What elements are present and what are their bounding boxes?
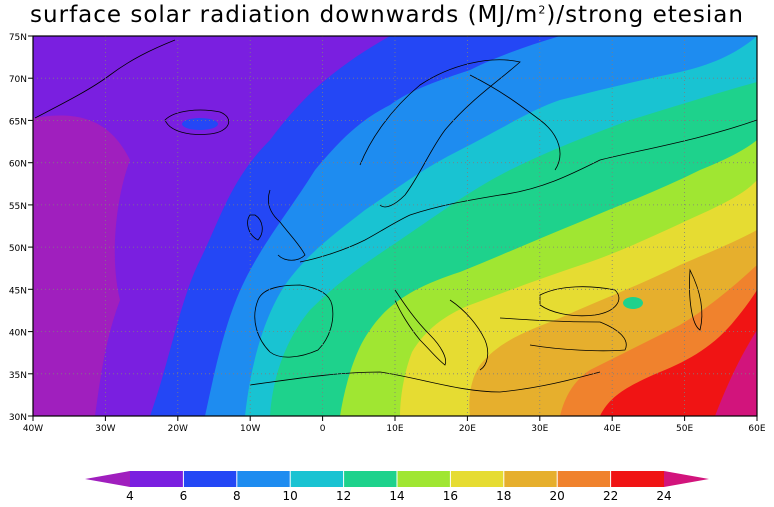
x-tick-label-30w: 30W — [95, 424, 115, 434]
colorbar-label: 12 — [336, 489, 351, 503]
y-tick-marks — [28, 35, 33, 417]
gridlines — [33, 36, 757, 416]
y-tick-label-65n: 65N — [9, 117, 27, 127]
colorbar-swatch — [557, 471, 611, 487]
colorbar-label: 24 — [656, 489, 671, 503]
colorbar-swatch — [343, 471, 397, 487]
x-tick-label-10e: 10E — [386, 424, 403, 434]
x-tick-labels: 40W 30W 20W 10W 0 10E 20E 30E 40E 50E 60… — [23, 424, 766, 434]
map-title: surface solar radiation downwards (MJ/m2… — [30, 2, 744, 28]
x-tick-label-50e: 50E — [676, 424, 693, 434]
y-tick-label-45n: 45N — [9, 286, 27, 296]
colorbar-swatch — [290, 471, 344, 487]
x-tick-label-10w: 10W — [240, 424, 260, 434]
colorbar-label: 14 — [389, 489, 404, 503]
y-tick-label-50n: 50N — [9, 244, 27, 254]
y-tick-label-75n: 75N — [9, 33, 27, 43]
colorbar-label: 22 — [603, 489, 618, 503]
coastlines — [34, 39, 757, 393]
y-tick-label-55n: 55N — [9, 202, 27, 212]
y-tick-label-35n: 35N — [9, 371, 27, 381]
x-tick-label-40w: 40W — [23, 424, 43, 434]
colorbar-under-triangle — [85, 471, 130, 487]
colorbar-label: 20 — [550, 489, 565, 503]
x-tick-marks — [32, 416, 758, 421]
x-tick-label-40e: 40E — [604, 424, 621, 434]
colorbar-swatch — [130, 471, 184, 487]
colorbar-over-triangle — [664, 471, 709, 487]
colorbar-label: 8 — [233, 489, 241, 503]
colorbar-swatch — [503, 471, 558, 487]
x-tick-label-30e: 30E — [531, 424, 548, 434]
y-tick-label-60n: 60N — [9, 160, 27, 170]
colorbar-labels: 4 6 8 10 12 14 16 18 20 22 24 — [126, 489, 671, 503]
colorbar-swatch — [610, 471, 664, 487]
colorbar-swatch — [450, 471, 504, 487]
x-tick-label-0: 0 — [320, 424, 326, 434]
y-tick-label-40n: 40N — [9, 329, 27, 339]
x-tick-label-20e: 20E — [459, 424, 476, 434]
x-tick-label-60e: 60E — [748, 424, 765, 434]
y-tick-label-30n: 30N — [9, 413, 27, 423]
colorbar-swatch — [183, 471, 237, 487]
colorbar-label: 10 — [283, 489, 298, 503]
radiation-field — [33, 36, 757, 416]
colorbar-swatch — [236, 471, 291, 487]
x-tick-label-20w: 20W — [168, 424, 188, 434]
colorbar-label: 16 — [443, 489, 458, 503]
colorbar-swatch — [397, 471, 451, 487]
y-tick-labels: 75N 70N 65N 60N 55N 50N 45N 40N 35N 30N — [9, 33, 27, 423]
colorbar — [85, 471, 709, 487]
y-tick-label-70n: 70N — [9, 75, 27, 85]
colorbar-label: 6 — [180, 489, 188, 503]
colorbar-label: 18 — [496, 489, 511, 503]
colorbar-label: 4 — [126, 489, 134, 503]
